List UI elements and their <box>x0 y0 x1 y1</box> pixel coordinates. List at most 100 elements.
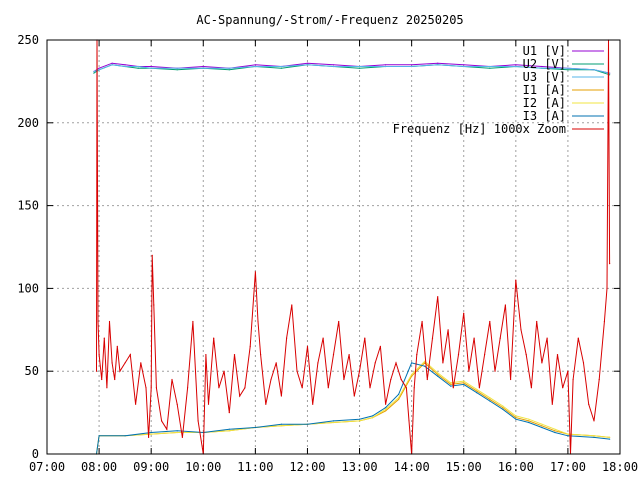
data-point <box>372 415 374 417</box>
data-point <box>233 354 236 356</box>
data-point <box>502 407 504 409</box>
data-point <box>609 438 611 440</box>
data-point <box>228 412 230 414</box>
data-point <box>332 65 335 68</box>
data-point <box>609 436 611 438</box>
data-point <box>515 65 517 68</box>
data-point <box>385 64 387 66</box>
data-point <box>424 360 426 362</box>
data-point <box>306 345 309 347</box>
data-point <box>358 65 361 68</box>
data-point <box>135 403 137 405</box>
data-point <box>457 354 460 356</box>
data-point <box>280 65 282 68</box>
x-tick-label: 15:00 <box>446 460 482 474</box>
data-point <box>97 320 99 323</box>
legend-label: U1 [V] <box>523 44 566 58</box>
data-point <box>437 62 439 64</box>
data-point <box>504 304 506 306</box>
data-point <box>148 436 150 438</box>
data-point <box>463 380 465 382</box>
series-layer <box>93 39 611 455</box>
data-point <box>468 370 470 372</box>
legend-label: I3 [A] <box>523 109 566 123</box>
data-point <box>103 337 105 339</box>
data-point <box>437 296 439 298</box>
data-point <box>606 287 608 289</box>
data-point <box>93 70 95 73</box>
data-point <box>554 431 556 434</box>
data-point <box>358 67 361 69</box>
data-point <box>98 435 100 437</box>
data-point <box>116 345 118 347</box>
data-point <box>114 378 116 381</box>
data-point <box>499 337 501 339</box>
data-point <box>502 405 504 407</box>
data-point <box>93 72 95 74</box>
data-point <box>450 382 452 384</box>
data-point <box>161 420 163 422</box>
data-point <box>551 403 553 405</box>
data-point <box>101 378 103 381</box>
data-point <box>249 345 251 347</box>
data-point <box>301 387 303 389</box>
data-point <box>554 428 556 430</box>
y-tick-label: 150 <box>17 199 39 213</box>
x-tick-label: 08:00 <box>81 460 117 474</box>
data-point <box>452 387 454 389</box>
data-point <box>442 362 444 364</box>
data-point <box>270 378 272 381</box>
data-point <box>187 387 189 389</box>
data-point <box>463 383 465 385</box>
data-point <box>426 378 428 381</box>
x-tick-label: 09:00 <box>133 460 169 474</box>
data-point <box>197 420 199 422</box>
x-tick-label: 18:00 <box>602 460 638 474</box>
data-point <box>332 421 335 424</box>
data-point <box>374 362 376 364</box>
data-point <box>385 407 387 409</box>
x-tick-label: 16:00 <box>498 460 534 474</box>
data-point <box>176 431 178 434</box>
data-point <box>541 425 543 427</box>
data-point <box>437 375 439 377</box>
data-point <box>207 403 210 405</box>
data-point <box>95 370 98 372</box>
data-point <box>228 428 230 430</box>
data-point <box>213 337 215 339</box>
data-point <box>124 362 126 364</box>
data-point <box>385 65 387 68</box>
data-point <box>431 337 434 339</box>
data-point <box>150 433 152 435</box>
data-point <box>593 436 595 438</box>
data-point <box>244 387 246 389</box>
data-point <box>257 320 259 323</box>
data-point <box>567 433 569 435</box>
data-point <box>463 382 465 384</box>
data-point <box>306 62 309 64</box>
data-point <box>489 65 491 68</box>
legend-label: U3 [V] <box>523 70 566 84</box>
data-point <box>332 420 335 422</box>
data-point <box>228 430 230 432</box>
data-point <box>572 378 574 381</box>
data-point <box>202 67 204 69</box>
data-point <box>398 398 400 400</box>
data-point <box>155 387 157 389</box>
data-point <box>525 354 527 356</box>
data-point <box>254 65 256 68</box>
data-point <box>515 417 517 419</box>
data-point <box>166 428 168 430</box>
legend-label: I1 [A] <box>523 83 566 97</box>
data-point <box>306 64 309 66</box>
data-point <box>489 397 491 399</box>
data-point <box>515 64 517 66</box>
data-point <box>145 387 147 389</box>
data-point <box>411 373 413 376</box>
data-point <box>153 304 155 306</box>
data-point <box>280 395 282 397</box>
data-point <box>494 370 496 372</box>
x-tick-label: 12:00 <box>289 460 325 474</box>
legend-label: Frequenz [Hz] 1000x Zoom <box>393 122 566 136</box>
data-point <box>478 387 480 389</box>
